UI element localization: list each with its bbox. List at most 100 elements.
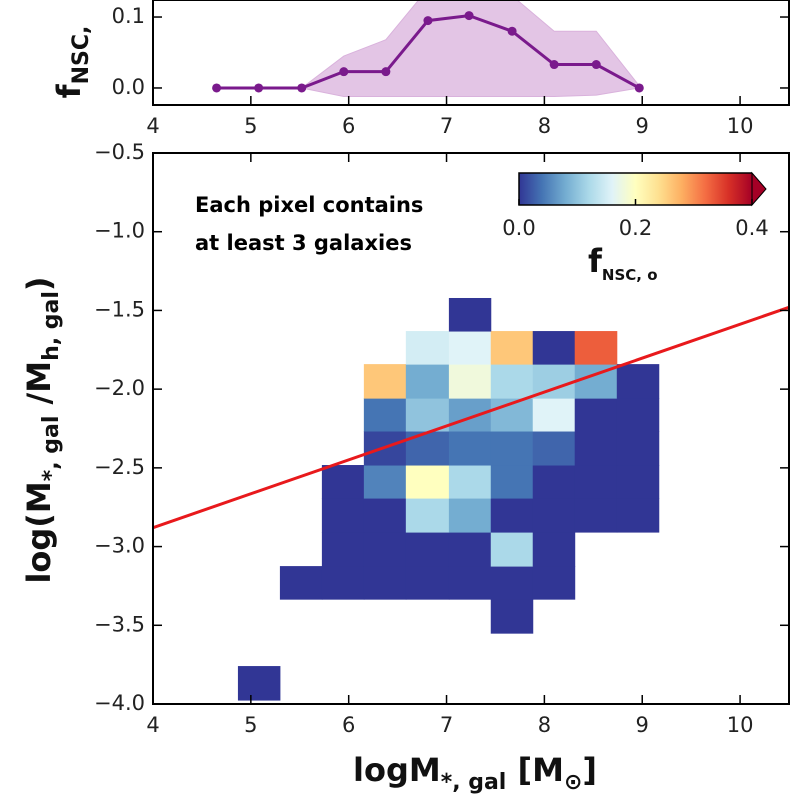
y-tick-label: 0.0 [112, 75, 145, 99]
data-point [254, 83, 264, 93]
y-tick-label: −0.5 [94, 140, 145, 164]
heatmap-cell [237, 666, 281, 701]
y-axis-label-sub: h, gal [39, 291, 64, 361]
x-tick-label: 10 [727, 114, 754, 138]
x-tick-label: 5 [244, 713, 257, 737]
heatmap-cell [490, 431, 534, 466]
x-tick-label: 8 [538, 713, 551, 737]
heatmap-cell [490, 498, 534, 533]
data-point [591, 60, 601, 70]
axes-frame [152, 0, 790, 106]
x-axis-label-sub: ⊙ [564, 770, 582, 795]
y-tick-label: −3.5 [94, 612, 145, 636]
x-tick-label: 4 [146, 713, 159, 737]
x-tick-label: 8 [538, 114, 551, 138]
y-axis-label-part: f [50, 83, 88, 98]
heatmap-cell [363, 398, 407, 432]
heatmap-cell [616, 431, 660, 466]
colorbar-tick-label: 0.2 [619, 216, 652, 240]
heatmap-cell [616, 498, 660, 533]
heatmap-cell [532, 331, 576, 365]
axes-frame [152, 152, 790, 705]
heatmap-cell [321, 465, 365, 499]
heatmap-cell [448, 331, 492, 365]
y-axis-label-sub: *, gal [39, 416, 64, 482]
heatmap-cell [532, 431, 576, 466]
y-axis-label-part: /M [20, 361, 58, 416]
x-tick-label: 5 [244, 114, 257, 138]
heatmap-cell [490, 532, 534, 567]
x-axis-label-part: ] [582, 751, 597, 789]
x-tick-label: 9 [636, 114, 649, 138]
heatmap-cell [405, 331, 450, 365]
plot-area [212, 0, 644, 97]
y-axis-label-part: log(M [20, 481, 58, 583]
data-point [464, 11, 474, 21]
data-point [381, 67, 391, 77]
heatmap-cell [490, 599, 534, 634]
y-axis-label-part: ) [20, 276, 58, 291]
heatmap-cell [574, 331, 618, 365]
y-tick-label: −1.5 [94, 297, 145, 321]
heatmap-cell [405, 431, 450, 466]
heatmap-cell [448, 431, 492, 466]
colorbar-tick-label: 0.0 [502, 216, 535, 240]
colorbar-extend [751, 171, 767, 207]
data-point [634, 83, 644, 93]
data-point [297, 83, 307, 93]
heatmap-cell [448, 297, 492, 332]
heatmap-cell [532, 398, 576, 432]
heatmap-cell [532, 566, 576, 600]
y-tick-label: −2.0 [94, 376, 145, 400]
x-axis-label: logM*, gal​ [M⊙​] [353, 751, 597, 795]
heatmap-cell [448, 398, 492, 432]
heatmap-cell [448, 498, 492, 533]
heatmap-cell [532, 532, 576, 567]
heatmap-cell [279, 566, 323, 600]
x-tick-label: 7 [440, 114, 453, 138]
annotation: Each pixel contains [195, 193, 423, 217]
annotation: at least 3 galaxies [195, 231, 412, 255]
y-tick-label: 0.1 [112, 4, 145, 28]
heatmap-cell [405, 532, 450, 567]
heatmap-cell [574, 398, 618, 432]
data-point [212, 83, 222, 93]
colorbar-label-sub: NSC, o [602, 266, 658, 284]
heatmap-cell [616, 398, 660, 432]
y-tick-label: −4.0 [94, 691, 145, 715]
heatmap-cell [448, 566, 492, 600]
heatmap-cell [574, 431, 618, 466]
plot-area [153, 297, 789, 701]
x-axis-label-sub: *, gal [441, 770, 507, 795]
y-axis-label: log(M*, gal​ /Mh, gal​) [20, 276, 64, 583]
heatmap-cell [321, 566, 365, 600]
fit-line [153, 305, 789, 530]
heatmap-cell [490, 364, 534, 399]
heatmap-cell [405, 465, 450, 499]
x-tick-label: 9 [636, 713, 649, 737]
x-tick-label: 6 [342, 114, 355, 138]
error-band [216, 0, 640, 97]
x-axis-label-part: logM [353, 751, 441, 789]
heatmap-cell [532, 498, 576, 533]
heatmap-cell [532, 465, 576, 499]
heatmap-cell [490, 331, 534, 365]
heatmap-cell [321, 532, 365, 567]
y-axis-label-sub: NSC, [69, 26, 94, 85]
data-point [507, 26, 517, 36]
colorbar-label: fNSC, o​ [588, 242, 658, 284]
x-tick-label: 6 [342, 713, 355, 737]
y-tick-label: −1.0 [94, 219, 145, 243]
y-axis-label: fNSC,​ [50, 26, 94, 99]
heatmap-cell [405, 364, 450, 399]
heatmap-cell [448, 465, 492, 499]
heatmap-cell [574, 465, 618, 499]
heatmap-cell [363, 465, 407, 499]
data-point [423, 16, 433, 26]
heatmap-cell [616, 364, 660, 399]
heatmap-cell [574, 498, 618, 533]
x-axis-label-part: [M [506, 751, 564, 789]
data-point [549, 60, 559, 70]
y-tick-label: −3.0 [94, 534, 145, 558]
